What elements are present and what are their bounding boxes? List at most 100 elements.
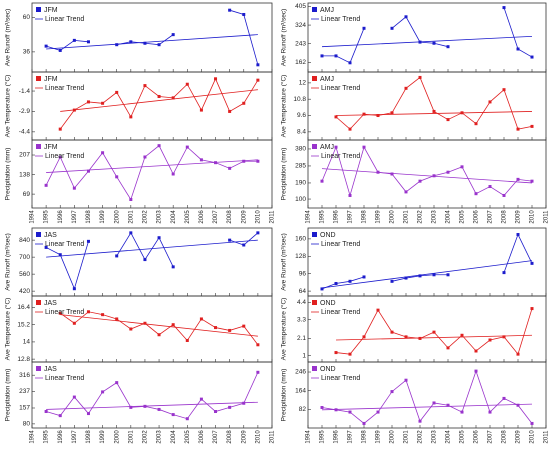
data-point <box>256 159 260 163</box>
data-point <box>199 108 203 112</box>
data-point <box>58 414 62 418</box>
data-point <box>129 40 133 44</box>
data-point <box>404 190 408 194</box>
trend-line <box>60 314 258 337</box>
data-point <box>446 45 450 49</box>
data-point <box>516 403 520 407</box>
series-line <box>335 76 533 130</box>
y-tick-label: 3.3 <box>297 316 306 323</box>
data-point <box>129 115 133 119</box>
y-tick-label: 16.4 <box>17 304 30 311</box>
plot-frame <box>307 361 547 429</box>
data-point <box>143 155 147 159</box>
data-point <box>115 381 119 385</box>
data-point <box>171 413 175 417</box>
data-point <box>432 174 436 178</box>
x-tick-label: 2008 <box>502 430 508 444</box>
y-tick-label: 69 <box>23 191 31 198</box>
y-tick-label: 380 <box>295 146 306 153</box>
y-tick-label: 4.4 <box>297 299 306 306</box>
x-tick-label: 2008 <box>502 210 508 224</box>
data-point <box>242 101 246 105</box>
data-point <box>334 115 338 119</box>
x-tick-label: 1996 <box>58 430 64 444</box>
y-tick-label: 14 <box>23 339 31 346</box>
y-tick-label: 207 <box>19 152 30 159</box>
data-point <box>86 412 90 416</box>
y-tick-label: 15.2 <box>17 321 30 328</box>
legend-label: Linear Trend <box>45 16 84 23</box>
data-point <box>502 6 506 10</box>
data-point <box>157 94 161 98</box>
data-point <box>348 410 352 414</box>
data-point <box>58 127 62 131</box>
trend-line <box>46 401 258 410</box>
data-point <box>58 155 62 159</box>
legend-label: Linear Trend <box>321 153 360 160</box>
series-line <box>60 311 259 346</box>
y-axis-label: Ave Runoff (m³/sec) <box>5 233 12 291</box>
y-axis-label: Ave Temperature (°C) <box>4 75 12 138</box>
x-tick-label: 2003 <box>157 430 163 444</box>
data-point <box>362 335 366 339</box>
data-point <box>58 253 62 257</box>
x-tick-label: 1999 <box>376 430 382 444</box>
x-tick-label: 2000 <box>390 210 396 224</box>
x-tick-label: 2003 <box>157 210 163 224</box>
data-point <box>348 61 352 65</box>
data-point <box>418 274 422 278</box>
data-point <box>242 401 246 405</box>
x-tick-label: 2011 <box>544 430 550 444</box>
legend-label: Linear Trend <box>45 375 84 382</box>
x-tick-label: 2009 <box>516 210 522 224</box>
x-tick-label: 2007 <box>213 210 219 224</box>
data-point <box>115 175 119 179</box>
x-tick-label: 1998 <box>86 210 92 224</box>
data-point <box>320 406 324 410</box>
legend-label: OND <box>320 366 336 373</box>
legend-label: Linear Trend <box>321 375 360 382</box>
x-tick-label: 1994 <box>30 210 36 224</box>
data-point <box>101 313 105 317</box>
x-tick-label: 1998 <box>362 430 368 444</box>
x-tick-label: 2006 <box>474 430 480 444</box>
trend-line <box>46 239 258 258</box>
plot-frame <box>31 2 273 73</box>
x-tick-label: 2008 <box>227 430 233 444</box>
legend-label: JAS <box>44 300 57 307</box>
data-point <box>376 308 380 312</box>
legend-swatch <box>312 366 317 371</box>
legend-label: JFM <box>44 144 58 151</box>
data-point <box>390 390 394 394</box>
data-point <box>362 112 366 116</box>
data-point <box>390 330 394 334</box>
y-axis-label: Ave Temperature (°C) <box>280 75 288 138</box>
data-point <box>199 158 203 162</box>
data-point <box>129 231 133 235</box>
y-tick-label: 405 <box>295 3 306 10</box>
data-point <box>72 287 76 291</box>
y-tick-label: 160 <box>295 236 306 243</box>
x-tick-label: 2002 <box>418 210 424 224</box>
x-tick-label: 1997 <box>72 430 78 444</box>
data-point <box>256 370 260 374</box>
data-point <box>256 63 260 67</box>
data-point <box>334 145 338 149</box>
x-tick-label: 2000 <box>114 210 120 224</box>
data-point <box>228 405 232 409</box>
data-point <box>516 177 520 181</box>
data-point <box>143 321 147 325</box>
trend-line <box>46 159 258 173</box>
x-tick-label: 1997 <box>348 210 354 224</box>
x-tick-label: 2000 <box>114 430 120 444</box>
data-point <box>199 397 203 401</box>
data-point <box>44 410 48 413</box>
y-tick-label: 560 <box>19 271 30 278</box>
data-point <box>362 145 366 149</box>
data-point <box>474 122 478 126</box>
data-point <box>185 417 189 421</box>
x-tick-label: 2007 <box>488 210 494 224</box>
x-tick-label: 1996 <box>334 430 340 444</box>
data-point <box>242 243 246 247</box>
data-point <box>446 170 450 174</box>
